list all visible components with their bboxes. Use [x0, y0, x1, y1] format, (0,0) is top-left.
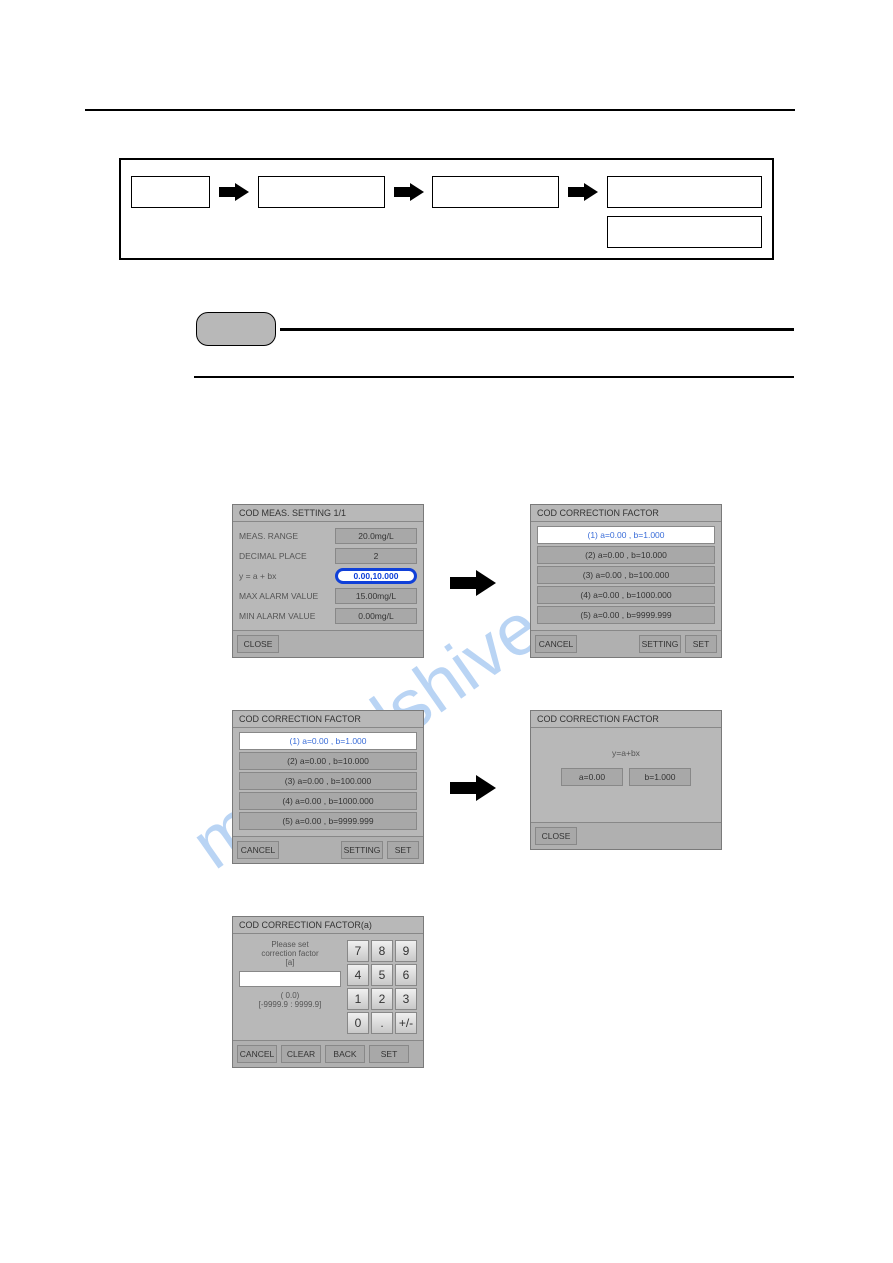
flow-step-3 — [432, 176, 559, 208]
arrow-right-2 — [450, 775, 496, 801]
close-button-2[interactable]: CLOSE — [535, 827, 577, 845]
factor-row-1b[interactable]: (1) a=0.00 , b=1.000 — [239, 732, 417, 750]
divider-top — [85, 109, 795, 111]
row-val-meas-range[interactable]: 20.0mg/L — [335, 528, 417, 544]
key-7[interactable]: 7 — [347, 940, 369, 962]
flow-step-1 — [131, 176, 210, 208]
prompt-line-1: Please set — [239, 940, 341, 949]
panel1-title: COD MEAS. SETTING 1/1 — [233, 505, 423, 522]
panel-correction-list-2: COD CORRECTION FACTOR (1) a=0.00 , b=1.0… — [232, 710, 424, 864]
cancel-button[interactable]: CANCEL — [535, 635, 577, 653]
factor-row-1[interactable]: (1) a=0.00 , b=1.000 — [537, 526, 715, 544]
set-button-2[interactable]: SET — [387, 841, 419, 859]
flow-arrow-1 — [216, 176, 252, 208]
numeric-keypad: 7 8 9 4 5 6 1 2 3 0 . +/- — [347, 940, 417, 1034]
prompt-line-3: [a] — [239, 958, 341, 967]
section-badge — [196, 312, 276, 346]
set-button-3[interactable]: SET — [369, 1045, 409, 1063]
a-value-button[interactable]: a=0.00 — [561, 768, 623, 786]
panel-correction-list-1: COD CORRECTION FACTOR (1) a=0.00 , b=1.0… — [530, 504, 722, 658]
close-button[interactable]: CLOSE — [237, 635, 279, 653]
key-5[interactable]: 5 — [371, 964, 393, 986]
row-label-meas-range: MEAS. RANGE — [239, 531, 335, 541]
panel4-title: COD CORRECTION FACTOR — [531, 711, 721, 728]
flow-arrow-3 — [565, 176, 601, 208]
cancel-button-3[interactable]: CANCEL — [237, 1045, 277, 1063]
row-label-min-alarm: MIN ALARM VALUE — [239, 611, 335, 621]
panel-cod-meas-setting: COD MEAS. SETTING 1/1 MEAS. RANGE20.0mg/… — [232, 504, 424, 658]
row-val-formula[interactable]: 0.00,10.000 — [335, 568, 417, 584]
factor-row-5b[interactable]: (5) a=0.00 , b=9999.999 — [239, 812, 417, 830]
flow-step-2 — [258, 176, 385, 208]
panel-correction-ab: COD CORRECTION FACTOR y=a+bx a=0.00 b=1.… — [530, 710, 722, 850]
range-label: [-9999.9 : 9999.9] — [239, 1000, 341, 1009]
key-8[interactable]: 8 — [371, 940, 393, 962]
row-label-max-alarm: MAX ALARM VALUE — [239, 591, 335, 601]
flow-step-4a — [607, 176, 762, 208]
current-value: ( 0.0) — [239, 991, 341, 1000]
key-0[interactable]: 0 — [347, 1012, 369, 1034]
factor-row-3b[interactable]: (3) a=0.00 , b=100.000 — [239, 772, 417, 790]
flow-diagram — [119, 158, 774, 260]
factor-row-2[interactable]: (2) a=0.00 , b=10.000 — [537, 546, 715, 564]
clear-button[interactable]: CLEAR — [281, 1045, 321, 1063]
arrow-right-1 — [450, 570, 496, 596]
flow-arrow-2 — [391, 176, 427, 208]
divider-mid-2 — [194, 376, 794, 378]
panel3-title: COD CORRECTION FACTOR — [233, 711, 423, 728]
setting-button[interactable]: SETTING — [639, 635, 681, 653]
b-value-button[interactable]: b=1.000 — [629, 768, 691, 786]
factor-row-2b[interactable]: (2) a=0.00 , b=10.000 — [239, 752, 417, 770]
key-9[interactable]: 9 — [395, 940, 417, 962]
prompt-line-2: correction factor — [239, 949, 341, 958]
key-3[interactable]: 3 — [395, 988, 417, 1010]
value-input[interactable] — [239, 971, 341, 987]
divider-mid-1 — [280, 328, 794, 331]
key-2[interactable]: 2 — [371, 988, 393, 1010]
factor-row-3[interactable]: (3) a=0.00 , b=100.000 — [537, 566, 715, 584]
set-button[interactable]: SET — [685, 635, 717, 653]
key-1[interactable]: 1 — [347, 988, 369, 1010]
back-button[interactable]: BACK — [325, 1045, 365, 1063]
panel-keypad: COD CORRECTION FACTOR(a) Please set corr… — [232, 916, 424, 1068]
setting-button-2[interactable]: SETTING — [341, 841, 383, 859]
row-val-max-alarm[interactable]: 15.00mg/L — [335, 588, 417, 604]
row-label-decimal: DECIMAL PLACE — [239, 551, 335, 561]
key-4[interactable]: 4 — [347, 964, 369, 986]
flow-step-4b — [607, 216, 762, 248]
key-dot[interactable]: . — [371, 1012, 393, 1034]
panel2-title: COD CORRECTION FACTOR — [531, 505, 721, 522]
key-sign[interactable]: +/- — [395, 1012, 417, 1034]
panel5-title: COD CORRECTION FACTOR(a) — [233, 917, 423, 934]
factor-row-4b[interactable]: (4) a=0.00 , b=1000.000 — [239, 792, 417, 810]
equation-label: y=a+bx — [537, 748, 715, 758]
row-val-min-alarm[interactable]: 0.00mg/L — [335, 608, 417, 624]
row-label-formula: y = a + bx — [239, 571, 335, 581]
cancel-button-2[interactable]: CANCEL — [237, 841, 279, 859]
key-6[interactable]: 6 — [395, 964, 417, 986]
row-val-decimal[interactable]: 2 — [335, 548, 417, 564]
factor-row-4[interactable]: (4) a=0.00 , b=1000.000 — [537, 586, 715, 604]
factor-row-5[interactable]: (5) a=0.00 , b=9999.999 — [537, 606, 715, 624]
